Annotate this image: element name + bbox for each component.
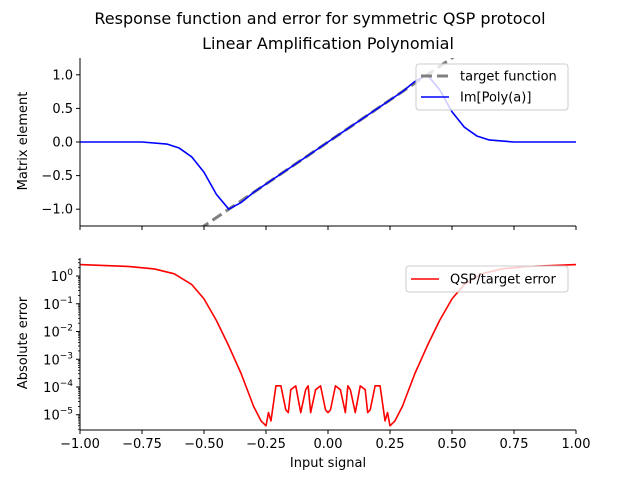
bottom-ytick-label: 100 [51, 268, 74, 285]
top-series-line-1 [80, 74, 576, 210]
bottom-series-line-0 [80, 263, 576, 427]
bottom-xtick-label: 0.75 [500, 437, 529, 452]
top-legend-label-0: target function [460, 70, 557, 85]
top-ytick-label: −0.5 [41, 169, 73, 184]
bottom-ytick-label: 10−4 [43, 379, 73, 396]
bottom-xtick-label: 1.00 [562, 437, 591, 452]
bottom-ytick-label: 10−3 [43, 351, 73, 368]
bottom-ytick-label: 10−2 [43, 324, 73, 341]
top-plot-ylabel: Matrix element [16, 92, 31, 191]
bottom-xtick-label: 0.25 [376, 437, 405, 452]
top-plot-axes: −1.0 −0.5 0.0 0.5 1.0 target function Im[Poly(… [41, 58, 577, 230]
top-legend-label-1: Im[Poly(a)] [460, 91, 531, 106]
bottom-xtick-label: −0.75 [122, 437, 162, 452]
top-ytick-label: 1.0 [52, 68, 73, 83]
top-ytick-label: 0.0 [52, 136, 73, 151]
bottom-ytick-label: 10−5 [43, 407, 73, 424]
top-legend-box [415, 63, 569, 111]
top-plot-title: Linear Amplification Polynomial [202, 34, 454, 53]
bottom-xtick-label: −0.50 [184, 437, 224, 452]
bottom-xtick-label: −1.00 [60, 437, 100, 452]
bottom-plot-ylabel: Absolute error [16, 296, 31, 389]
bottom-xtick-label: 0.50 [438, 437, 467, 452]
bottom-legend-box [405, 265, 569, 293]
top-ytick-label: −1.0 [41, 203, 73, 218]
bottom-xtick-label: −0.25 [246, 437, 286, 452]
top-ytick-label: 0.5 [52, 102, 73, 117]
bottom-plot-xlabel: Input signal [290, 456, 366, 471]
bottom-ytick-label: 10−1 [43, 296, 73, 313]
bottom-xtick-label: 0.00 [314, 437, 343, 452]
top-legend: target function Im[Poly(a)] [415, 63, 569, 111]
figure-suptitle: Response function and error for symmetri… [94, 9, 545, 28]
bottom-plot-axes: 10−5 10−4 10−3 10−2 10−1 100 −1.00 −0.75 −0.50 −0… [43, 258, 590, 452]
bottom-legend-label-0: QSP/target error [450, 273, 556, 288]
bottom-legend: QSP/target error [405, 265, 569, 293]
